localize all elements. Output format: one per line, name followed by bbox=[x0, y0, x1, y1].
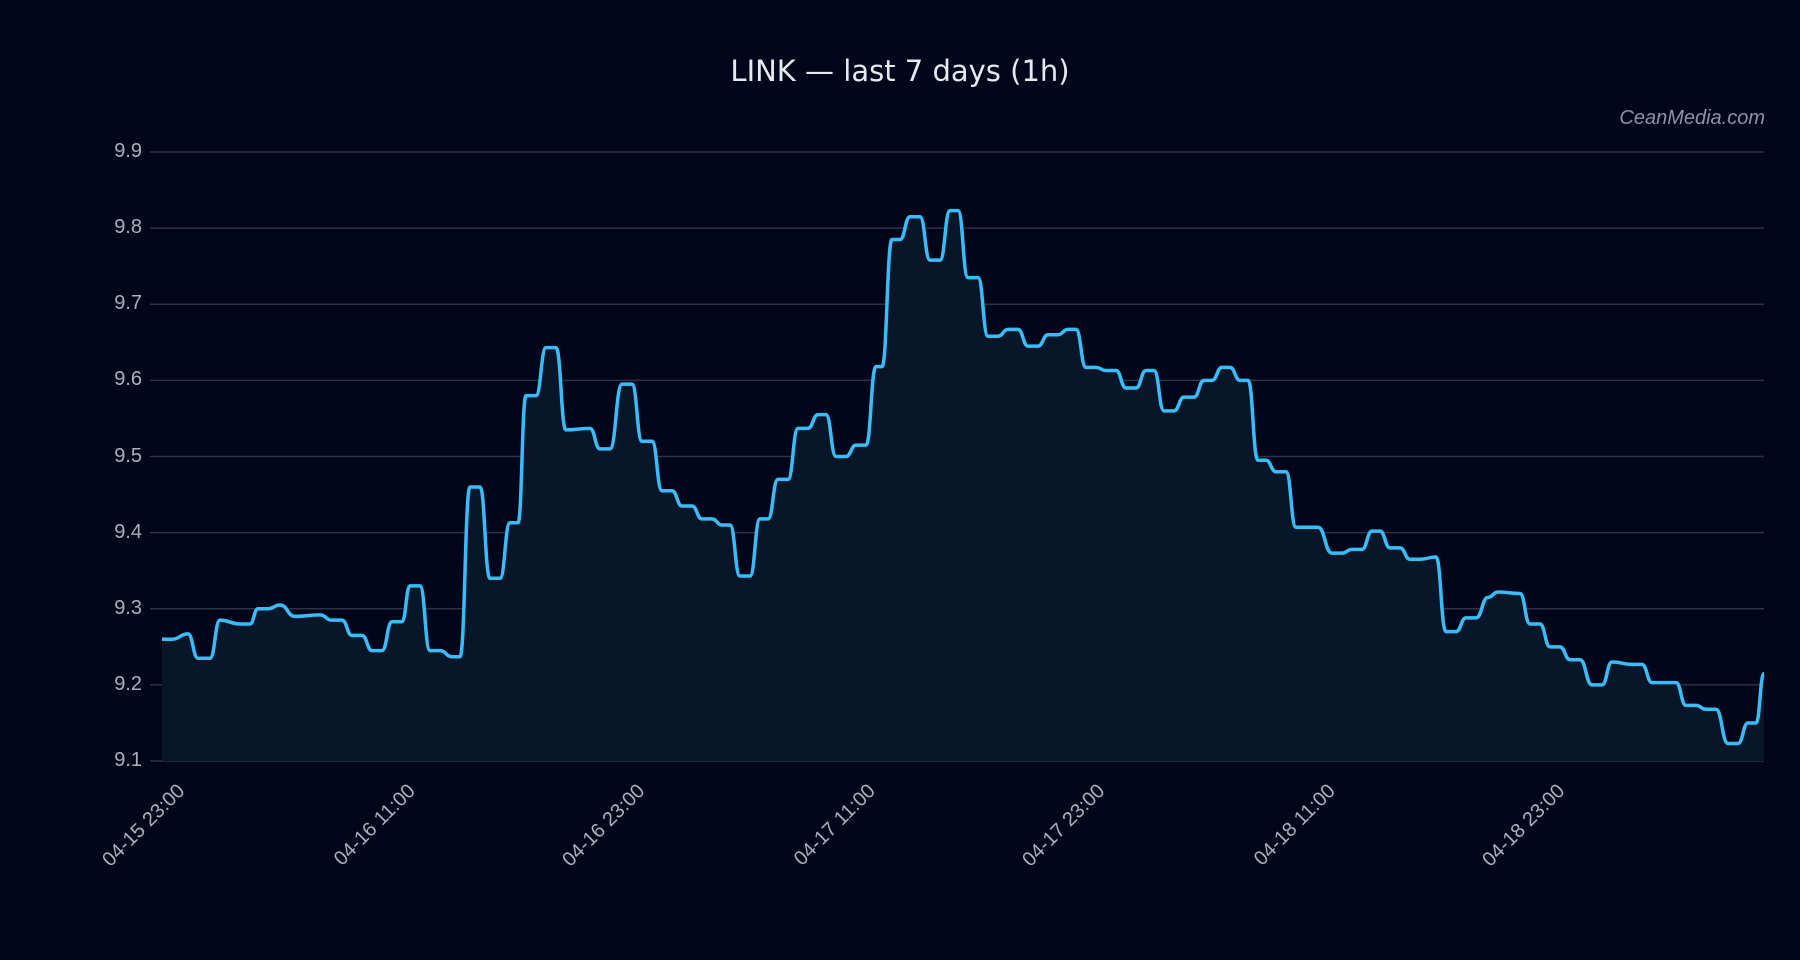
y-tick-label: 9.8 bbox=[114, 216, 142, 239]
watermark: CeanMedia.com bbox=[1619, 107, 1765, 129]
y-tick-label: 9.4 bbox=[114, 520, 142, 543]
y-tick-label: 9.9 bbox=[114, 140, 142, 162]
chart-title: LINK — last 7 days (1h) bbox=[730, 54, 1070, 88]
y-tick-label: 9.7 bbox=[114, 292, 142, 315]
y-tick-label: 9.5 bbox=[114, 444, 142, 467]
y-tick-label: 9.1 bbox=[114, 749, 142, 771]
y-tick-label: 9.2 bbox=[114, 672, 142, 695]
y-tick-label: 9.3 bbox=[114, 596, 142, 619]
price-area-fill bbox=[162, 210, 1764, 761]
y-tick-label: 9.6 bbox=[114, 368, 142, 391]
price-line bbox=[162, 208, 1766, 746]
